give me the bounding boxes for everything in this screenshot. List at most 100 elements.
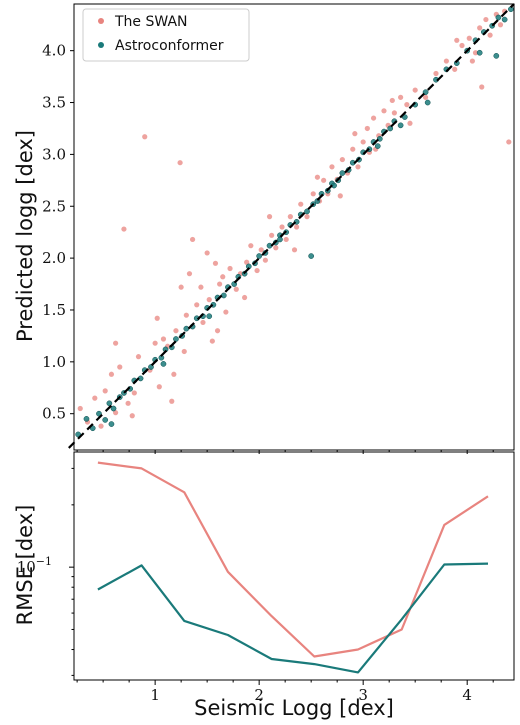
astroconformer-point — [83, 416, 90, 422]
bottom-y-axis-label: RMSE [dex] — [13, 505, 37, 626]
swan-point — [160, 336, 167, 342]
swan-point — [227, 265, 233, 272]
swan-point — [398, 94, 404, 100]
swan-point — [391, 110, 397, 116]
bottom-plot-frame — [73, 451, 515, 681]
swan-point — [497, 22, 504, 28]
astroconformer-point — [476, 49, 483, 56]
swan-point — [472, 50, 479, 56]
swan-point — [360, 139, 366, 145]
top-y-axis-label: Predicted logg [dex] — [13, 130, 37, 342]
swan-point — [121, 226, 127, 232]
swan-point — [466, 35, 472, 41]
swan-point — [173, 328, 179, 334]
swan-point — [404, 102, 410, 108]
astroconformer-point — [160, 361, 167, 367]
astroconformer-point — [304, 208, 310, 215]
swan-point — [422, 94, 429, 100]
swan-point — [177, 160, 183, 166]
astroconformer-point — [220, 292, 227, 299]
identity-line — [68, 3, 515, 449]
astroconformer-point — [308, 253, 315, 259]
swan-point — [223, 309, 229, 315]
astroconformer-point — [422, 89, 429, 96]
astroconformer-point — [108, 421, 115, 427]
x-axis-label: Seismic Logg [dex] — [194, 696, 394, 720]
swan-point — [298, 201, 304, 207]
swan-point — [287, 214, 293, 220]
swan-point — [248, 243, 254, 249]
top-y-tick-label: 1.0 — [42, 353, 66, 371]
swan-point — [262, 257, 268, 263]
swan-point — [283, 236, 289, 243]
swan-point — [310, 191, 316, 197]
astroconformer-point — [256, 253, 263, 259]
swan-point — [433, 70, 439, 77]
astroconformer-point — [183, 325, 190, 332]
x-tick-label: 1 — [150, 686, 160, 704]
swan-point — [135, 354, 142, 360]
swan-point — [129, 413, 135, 419]
top-y-tick-label: 4.0 — [42, 42, 66, 60]
swan-point — [479, 84, 485, 90]
swan-point — [443, 58, 449, 64]
swan-point — [117, 364, 123, 370]
x-tick-label: 2 — [254, 686, 264, 704]
legend-marker — [98, 18, 104, 24]
astroconformer-point — [501, 16, 508, 23]
swan-point — [92, 395, 98, 401]
swan-point — [206, 297, 212, 303]
swan-point — [355, 164, 361, 170]
swan-point — [183, 312, 189, 318]
top-y-tick-label: 0.5 — [42, 405, 66, 423]
swan-point — [291, 247, 298, 253]
legend-entry: Astroconformer — [115, 38, 224, 54]
swan-point — [212, 260, 219, 266]
swan-point — [241, 294, 248, 301]
astroconformer-point — [173, 336, 179, 342]
swan-point — [269, 232, 275, 238]
swan-point — [337, 193, 343, 199]
astroconformer-point — [277, 236, 283, 243]
swan-point — [459, 42, 465, 49]
astroconformer-point — [495, 14, 502, 21]
swan-point — [487, 32, 493, 38]
legend: The SWAN Astroconformer — [82, 8, 250, 62]
swan-point — [506, 139, 512, 145]
swan-point — [217, 281, 223, 287]
swan-point — [412, 87, 418, 93]
swan-point — [200, 319, 206, 326]
swan-point — [266, 214, 273, 220]
swan-point — [254, 267, 260, 274]
swan-point — [370, 115, 377, 121]
swan-point — [102, 388, 108, 394]
astroconformer-point — [397, 122, 404, 129]
astroconformer-point — [374, 143, 381, 149]
swan-point — [329, 164, 335, 170]
swan-point — [314, 174, 321, 180]
top-y-tick-label: 3.0 — [42, 145, 66, 163]
swan-point — [321, 177, 327, 183]
swan-point — [214, 328, 221, 334]
swan-point — [477, 25, 483, 31]
swan-point — [113, 340, 119, 346]
swan-point — [352, 131, 358, 137]
rmse-panel: 1 2 3 4 10−1 — [17, 451, 515, 704]
top-y-tick-label: 2.0 — [42, 249, 66, 267]
swan-point — [209, 338, 215, 344]
swan-point — [154, 315, 160, 321]
swan-point — [108, 371, 115, 377]
swan-point — [273, 245, 279, 251]
swan-point — [469, 58, 475, 64]
legend-entry: The SWAN — [114, 14, 188, 30]
swan-point — [483, 16, 489, 23]
swan-rmse-line — [97, 461, 489, 658]
swan-point — [294, 224, 300, 230]
swan-point — [407, 120, 413, 126]
swan-point — [454, 37, 460, 43]
y-tick-label: 10−1 — [17, 555, 52, 576]
swan-point — [304, 214, 310, 220]
swan-point — [98, 423, 104, 429]
astroconformer-point — [339, 170, 346, 176]
